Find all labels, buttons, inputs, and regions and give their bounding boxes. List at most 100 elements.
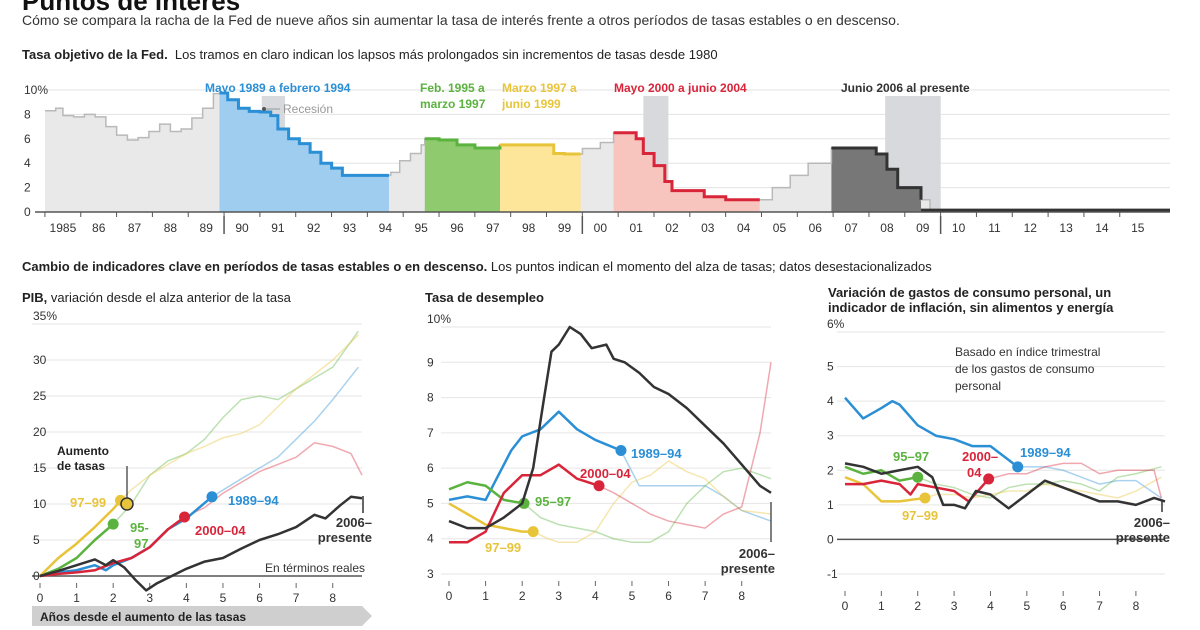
fed-rate-title: Tasa objetivo de la Fed. Los tramos en c… <box>22 47 718 62</box>
x-tick-label: 03 <box>701 221 715 235</box>
label-2006-l2: presente <box>318 530 372 545</box>
y-tick-label: 10 <box>33 497 47 511</box>
x-tick-label: 8 <box>738 589 745 603</box>
x-tick-label: 97 <box>486 221 500 235</box>
rate-hike-dot <box>919 492 931 504</box>
x-tick-label: 00 <box>594 221 608 235</box>
x-tick-label: 1 <box>878 599 885 613</box>
x-tick-label: 04 <box>737 221 751 235</box>
rate-hike-dot <box>983 473 995 485</box>
fed-rate-subtitle: Los tramos en claro indican los lapsos m… <box>174 47 718 62</box>
label-2006-l2: presente <box>721 561 775 576</box>
x-tick-label: 11 <box>988 221 1001 235</box>
label-97-99: 97–99 <box>902 508 938 523</box>
label-95-97: 95–97 <box>535 494 571 509</box>
pce-chart: -1 0 1 2 3 4 5 6% 0 1 2 3 4 5 6 7 8 Basado en índice trim… <box>827 317 1170 613</box>
rate-hike-dot <box>206 491 218 503</box>
series-line-faded <box>988 462 1163 499</box>
x-tick-label: 6 <box>256 591 263 605</box>
x-tick-label: 90 <box>235 221 249 235</box>
y-tick-label: 3 <box>827 429 834 443</box>
label-2006-l1: 2006– <box>1134 515 1170 530</box>
y-tick-label: 8 <box>427 391 434 405</box>
period-line-blue <box>219 91 389 177</box>
x-tick-label: 0 <box>446 589 453 603</box>
y-tick-label: 0 <box>827 532 834 546</box>
y-tick-label: 5 <box>33 533 40 547</box>
label-1989-94: 1989–94 <box>631 446 682 461</box>
x-tick-label: 95 <box>415 221 429 235</box>
x-tick-label: 12 <box>1024 221 1038 235</box>
label-2006-l1: 2006– <box>336 515 372 530</box>
label-1989-94: 1989–94 <box>1020 445 1071 460</box>
label-97-99: 97–99 <box>485 540 521 555</box>
gdp-title-bold: PIB, <box>22 290 48 305</box>
x-tick-label: 5 <box>1023 599 1030 613</box>
y-tick-label: 2 <box>827 463 834 477</box>
x-tick-label: 3 <box>555 589 562 603</box>
x-tick-label: 2 <box>110 591 117 605</box>
x-tick-label: 08 <box>880 221 894 235</box>
period-area-red <box>613 132 760 212</box>
period-label-1997-99-l1: Marzo 1997 a <box>502 81 577 95</box>
period-line-green <box>424 137 502 150</box>
fed-rate-title-bold: Tasa objetivo de la Fed. <box>22 47 168 62</box>
period-line-black <box>831 146 923 200</box>
x-tick-label: 0 <box>37 591 44 605</box>
unemployment-title: Tasa de desempleo <box>425 290 544 305</box>
series-line-faded <box>119 334 359 501</box>
x-tick-label: 3 <box>146 591 153 605</box>
series-line-faded <box>620 450 772 522</box>
rate-hike-dot <box>107 518 119 530</box>
x-tick-label: 7 <box>293 591 300 605</box>
x-tick-label: 99 <box>558 221 572 235</box>
x-tick-label: 8 <box>329 591 336 605</box>
y-tick-label: 4 <box>24 156 31 170</box>
label-2000-04-l2: 04 <box>967 465 982 480</box>
y-tick-label: 7 <box>427 426 434 440</box>
annotation-dot <box>120 497 134 511</box>
pce-title-line2: indicador de inflación, sin alimentos y … <box>828 300 1114 315</box>
recession-marker <box>262 107 266 111</box>
rate-hike-dot <box>615 445 627 456</box>
y-tick-label: 8 <box>24 107 31 121</box>
series-line <box>39 499 122 577</box>
period-label-1995-97-l1: Feb. 1995 a <box>420 81 485 95</box>
x-axis-banner <box>32 606 372 626</box>
y-tick-label: 30 <box>33 353 47 367</box>
y-tick-label: 6% <box>827 317 845 331</box>
x-tick-label: 07 <box>844 221 858 235</box>
x-tick-label: 7 <box>1096 599 1103 613</box>
series-line <box>39 523 115 578</box>
gdp-title-rest: variación desde el alza anterior de la t… <box>47 290 291 305</box>
series-line <box>39 515 186 578</box>
y-tick-label: 6 <box>427 461 434 475</box>
x-tick-label: 01 <box>629 221 643 235</box>
x-tick-label: 05 <box>773 221 787 235</box>
x-tick-label: 4 <box>183 591 190 605</box>
gdp-title: PIB, variación desde el alza anterior de… <box>22 290 291 305</box>
label-2000-04-l1: 2000– <box>962 449 998 464</box>
annotation-line2: de tasas <box>57 459 105 473</box>
series-line <box>448 481 525 505</box>
x-tick-label: 1 <box>73 591 80 605</box>
series-line <box>844 465 918 482</box>
chart-note-line: de los gastos de consumo <box>955 362 1095 376</box>
x-tick-label: 7 <box>702 589 709 603</box>
series-line <box>449 463 600 544</box>
series-line-faded <box>532 460 772 543</box>
x-tick-label: 1985 <box>50 221 77 235</box>
x-tick-label: 94 <box>379 221 393 235</box>
period-label-2006-present: Junio 2006 al presente <box>841 81 970 95</box>
indicators-title-rest: Los puntos indican el momento del alza d… <box>487 259 932 274</box>
series-line-faded <box>1017 466 1162 499</box>
period-area-green <box>424 138 501 212</box>
period-line-red <box>613 131 760 202</box>
x-tick-label: 10 <box>952 221 966 235</box>
rate-hike-dot <box>912 471 924 483</box>
series-line <box>448 502 534 533</box>
rate-hike-dot <box>179 511 191 523</box>
gdp-chart: 0 5 10 15 20 25 30 35% 0 1 2 3 4 5 6 7 8 1989–94 95-97 97–9… <box>32 310 372 626</box>
